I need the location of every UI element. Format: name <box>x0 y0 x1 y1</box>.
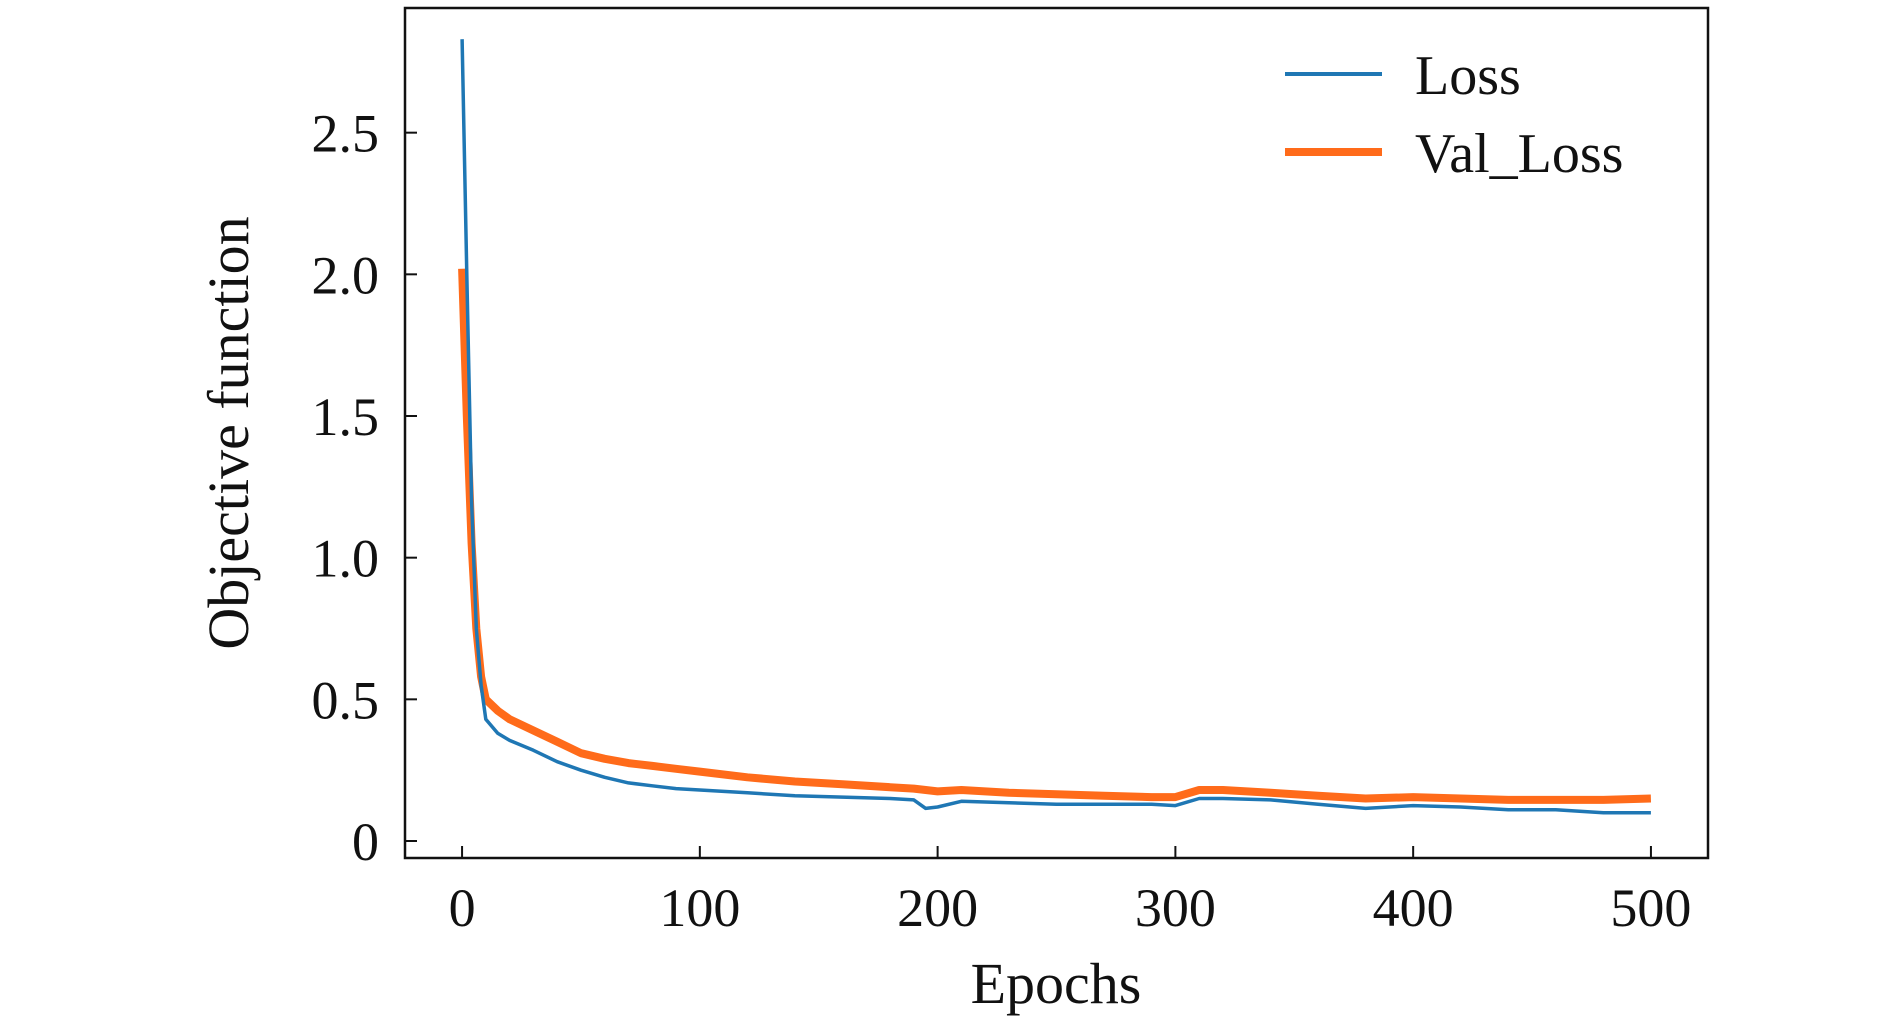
y-tick-label: 1.5 <box>312 387 380 447</box>
series-line-val-loss <box>458 268 1652 804</box>
y-tick-label: 0 <box>352 812 379 872</box>
y-tick-label: 2.0 <box>312 245 380 305</box>
y-axis-label: Objective function <box>196 216 261 649</box>
series-layer <box>458 39 1652 815</box>
series-line-loss <box>460 39 1651 815</box>
y-tick-label: 1.0 <box>312 529 380 589</box>
x-tick-label: 500 <box>1610 878 1691 938</box>
plot-frame <box>403 6 1710 860</box>
x-tick-label: 100 <box>659 878 740 938</box>
x-tick-label: 300 <box>1135 878 1216 938</box>
legend: Loss Val_Loss <box>1285 45 1623 185</box>
legend-label-loss: Loss <box>1415 45 1521 107</box>
tick-layer: 0 100 200 300 400 500 0 0.5 1.0 1.5 2.0 2.5 <box>312 104 1692 938</box>
y-tick-label: 2.5 <box>312 104 380 164</box>
x-tick-label: 200 <box>897 878 978 938</box>
legend-label-val-loss: Val_Loss <box>1415 123 1623 185</box>
x-tick-label: 400 <box>1373 878 1454 938</box>
x-tick-label: 0 <box>449 878 476 938</box>
x-axis-label: Epochs <box>971 951 1142 1016</box>
y-tick-label: 0.5 <box>312 670 380 730</box>
